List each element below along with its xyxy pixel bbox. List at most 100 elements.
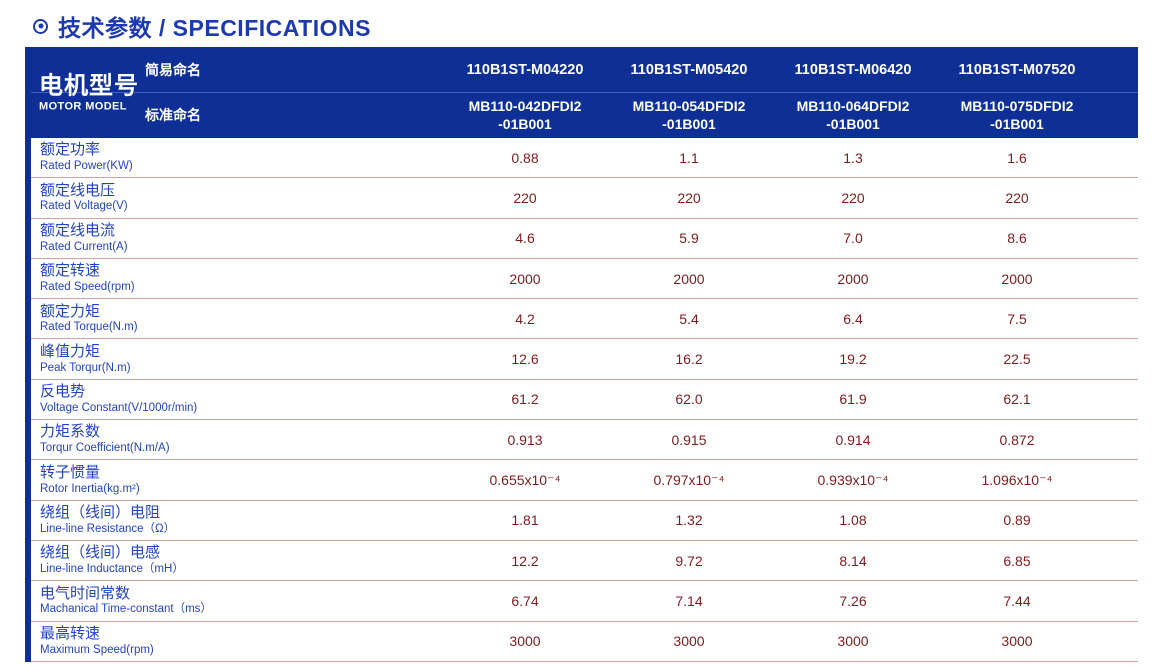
row-label-en: Rated Speed(rpm)	[40, 281, 135, 294]
value-cell: 0.914	[835, 431, 871, 448]
row-label: 额定功率 Rated Power(KW)	[25, 138, 443, 177]
value-cell: 1.1	[679, 149, 699, 166]
value-cell: 1.6	[1007, 149, 1027, 166]
value-cell: 1.32	[675, 512, 703, 529]
model-name-cell: MB110-042DFDI2 -01B001	[468, 98, 582, 133]
table-left-stripe	[25, 47, 31, 662]
row-label-cn: 峰值力矩	[40, 342, 101, 360]
value-cell: 3000	[673, 633, 705, 650]
value-cell: 8.6	[1007, 230, 1027, 247]
value-cell: 2000	[837, 270, 869, 287]
value-cell: 9.72	[675, 552, 703, 569]
row-label-en: Machanical Time-constant（ms）	[40, 603, 212, 616]
value-cell: 4.2	[515, 310, 535, 327]
row-label-en: Maximum Speed(rpm)	[40, 643, 154, 656]
table-row: 转子惯量 Rotor Inertia(kg.m²) 0.655x10⁻⁴ 0.79…	[25, 460, 1138, 501]
value-cell: 1.096x10⁻⁴	[981, 471, 1053, 488]
row-label-en: Line-line Inductance（mH）	[40, 563, 184, 576]
motor-model-label-cn: 电机型号	[39, 71, 139, 99]
row-label-cn: 额定转速	[40, 262, 101, 280]
table-row: 峰值力矩 Peak Torqur(N.m) 12.6 16.2 19.2 22.5	[25, 339, 1138, 380]
row-label-cn: 最高转速	[40, 624, 101, 642]
value-cell: 0.872	[999, 431, 1035, 448]
value-cell: 7.26	[839, 592, 867, 609]
row-label-cn: 额定功率	[40, 141, 101, 159]
model-name-cell: 110B1ST-M05420	[630, 61, 748, 78]
value-cell: 6.74	[511, 592, 539, 609]
table-row: 额定线电压 Rated Voltage(V) 220 220 220 220	[25, 178, 1138, 219]
value-cell: 4.6	[515, 230, 535, 247]
value-cell: 19.2	[839, 351, 867, 368]
value-cell: 1.08	[839, 512, 867, 529]
value-cell: 2000	[673, 270, 705, 287]
row-label-cn: 电气时间常数	[40, 584, 131, 602]
row-label-en: Rotor Inertia(kg.m²)	[40, 482, 140, 495]
value-cell: 12.2	[511, 552, 539, 569]
row-label-cn: 转子惯量	[40, 463, 101, 481]
table-row: 额定转速 Rated Speed(rpm) 2000 2000 2000 2000	[25, 259, 1138, 300]
row-label: 绕组（线间）电阻 Line-line Resistance（Ω）	[25, 501, 443, 540]
row-label: 峰值力矩 Peak Torqur(N.m)	[25, 339, 443, 378]
value-cell: 1.81	[511, 512, 539, 529]
value-cell: 220	[677, 189, 701, 206]
simple-name-label: 简易命名	[145, 61, 201, 78]
table-row: 绕组（线间）电阻 Line-line Resistance（Ω） 1.81 1.3…	[25, 501, 1138, 541]
row-label-en: Voltage Constant(V/1000r/min)	[40, 401, 198, 414]
row-label: 转子惯量 Rotor Inertia(kg.m²)	[25, 460, 443, 499]
row-label-en: Rated Current(A)	[40, 240, 128, 253]
table-header: 电机型号 MOTOR MODEL 简易命名 110B1ST-M04220 110B…	[25, 47, 1138, 138]
value-cell: 3000	[509, 633, 541, 650]
value-cell: 0.89	[1003, 512, 1031, 529]
table-row: 最高转速 Maximum Speed(rpm) 3000 3000 3000 3000	[25, 622, 1138, 662]
row-label: 额定力矩 Rated Torque(N.m)	[25, 299, 443, 338]
value-cell: 2000	[1001, 270, 1033, 287]
row-label-en: Line-line Resistance（Ω）	[40, 522, 176, 535]
value-cell: 7.0	[843, 230, 863, 247]
value-cell: 220	[513, 189, 537, 206]
value-cell: 7.14	[675, 592, 703, 609]
value-cell: 7.44	[1003, 592, 1031, 609]
row-label: 额定线电流 Rated Current(A)	[25, 219, 443, 258]
table-row: 电气时间常数 Machanical Time-constant（ms） 6.74…	[25, 581, 1138, 622]
row-label-cn: 力矩系数	[40, 423, 101, 441]
row-label: 最高转速 Maximum Speed(rpm)	[25, 622, 443, 661]
value-cell: 6.4	[843, 310, 863, 327]
value-cell: 0.913	[507, 431, 543, 448]
row-label: 额定线电压 Rated Voltage(V)	[25, 178, 443, 217]
circle-dot-icon	[33, 18, 48, 34]
simple-name-row: 简易命名 110B1ST-M04220 110B1ST-M05420 110B1ST…	[25, 47, 1138, 93]
table-row: 绕组（线间）电感 Line-line Inductance（mH） 12.2 9.…	[25, 541, 1138, 582]
value-cell: 7.5	[1007, 310, 1027, 327]
page-title-text: 技术参数 / SPECIFICATIONS	[58, 15, 371, 41]
table-row: 额定线电流 Rated Current(A) 4.6 5.9 7.0 8.6	[25, 219, 1138, 259]
value-cell: 0.88	[511, 149, 539, 166]
value-cell: 0.939x10⁻⁴	[817, 471, 889, 488]
model-name-cell: MB110-064DFDI2 -01B001	[796, 98, 910, 133]
model-name-cell: MB110-054DFDI2 -01B001	[632, 98, 746, 133]
page-title: 技术参数 / SPECIFICATIONS	[33, 9, 371, 43]
table-row: 额定功率 Rated Power(KW) 0.88 1.1 1.3 1.6	[25, 138, 1138, 179]
row-label-cn: 额定力矩	[40, 302, 101, 320]
value-cell: 220	[1005, 189, 1029, 206]
table-body: 额定功率 Rated Power(KW) 0.88 1.1 1.3 1.6 额定线电压…	[25, 138, 1138, 662]
standard-name-row: 标准命名 MB110-042DFDI2 -01B001 MB110-054DFDI…	[25, 93, 1138, 139]
value-cell: 2000	[509, 270, 541, 287]
value-cell: 0.915	[671, 431, 707, 448]
value-cell: 61.9	[839, 391, 867, 408]
value-cell: 12.6	[511, 351, 539, 368]
value-cell: 62.0	[675, 391, 703, 408]
value-cell: 3000	[1001, 633, 1033, 650]
model-name-cell: 110B1ST-M07520	[958, 61, 1076, 78]
value-cell: 8.14	[839, 552, 867, 569]
value-cell: 6.85	[1003, 552, 1031, 569]
row-label-cn: 反电势	[40, 383, 86, 401]
row-label-en: Rated Torque(N.m)	[40, 321, 138, 334]
value-cell: 3000	[837, 633, 869, 650]
motor-model-header: 电机型号 MOTOR MODEL	[39, 71, 139, 112]
value-cell: 220	[841, 189, 865, 206]
row-label: 电气时间常数 Machanical Time-constant（ms）	[25, 581, 443, 620]
table-row: 额定力矩 Rated Torque(N.m) 4.2 5.4 6.4 7.5	[25, 299, 1138, 340]
header-divider-line	[25, 92, 1138, 93]
value-cell: 0.797x10⁻⁴	[653, 471, 725, 488]
